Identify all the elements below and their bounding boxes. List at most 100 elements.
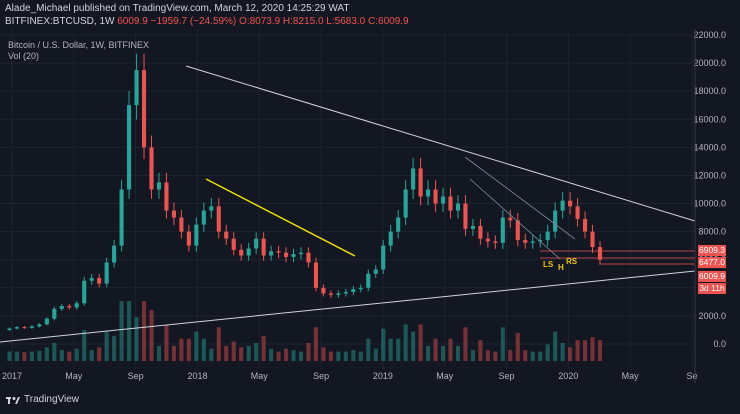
volume-bar — [328, 351, 333, 361]
candle — [560, 200, 565, 211]
volume-bar — [254, 343, 259, 361]
volume-bar — [545, 344, 550, 361]
volume-bar — [224, 345, 229, 361]
x-tick-label: 2017 — [2, 371, 22, 381]
candle — [321, 287, 326, 294]
candle — [59, 306, 64, 309]
y-tick-label: 2000.0 — [698, 311, 726, 321]
candle — [597, 247, 603, 260]
volume-bar — [515, 333, 520, 361]
price-tag-current: 6009.9 — [698, 271, 726, 282]
lower-trendline — [0, 270, 696, 343]
volume-bar — [134, 317, 139, 361]
candle — [186, 231, 191, 246]
candle — [553, 210, 558, 232]
candle — [194, 224, 199, 246]
volume-bar — [448, 338, 453, 361]
candle — [411, 168, 416, 190]
legend-title: Bitcoin / U.S. Dollar, 1W, BITFINEX — [8, 40, 150, 50]
channel-lower — [469, 178, 561, 260]
annotation-ls: LS — [543, 260, 554, 269]
candle — [418, 168, 423, 197]
volume-bar — [343, 351, 348, 361]
volume-bar — [493, 351, 498, 361]
x-tick-label: 2019 — [373, 371, 393, 381]
volume-bar — [298, 351, 304, 361]
volume-bar — [440, 345, 446, 361]
candle — [478, 226, 483, 239]
candle — [366, 273, 371, 288]
volume-bar — [269, 348, 274, 361]
candle — [515, 220, 520, 241]
candle — [500, 217, 505, 243]
candle — [269, 251, 274, 256]
candle — [455, 203, 461, 211]
volume-bar — [538, 351, 543, 361]
volume-bar — [313, 327, 319, 361]
volume-bar — [67, 351, 72, 361]
candle — [388, 231, 393, 246]
volume-bar — [500, 327, 505, 361]
tradingview-brand[interactable]: TradingView — [24, 394, 80, 405]
y-tick-label: 16000.0 — [693, 114, 726, 124]
y-tick-label: 10000.0 — [693, 199, 726, 209]
last-price: 6009.9 — [117, 16, 148, 27]
y-tick-label: 20000.0 — [693, 58, 726, 68]
volume-bar — [37, 350, 42, 361]
y-tick-label: 22000.0 — [693, 30, 726, 40]
candle — [582, 218, 588, 232]
y-tick-label: 8000.0 — [698, 227, 726, 237]
x-tick-label: 2020 — [558, 371, 578, 381]
volume-bar — [433, 338, 438, 361]
candle — [246, 248, 251, 256]
volume-bar — [14, 351, 20, 361]
legend-volume: Vol (20) — [8, 51, 40, 61]
candle — [485, 238, 490, 242]
volume-bar — [590, 337, 595, 361]
volume-bar — [22, 352, 27, 361]
annotation-rs: RS — [566, 257, 578, 266]
candle — [74, 303, 79, 308]
channel-upper — [464, 156, 576, 240]
volume-bar — [276, 351, 281, 361]
candle — [493, 241, 498, 243]
volume-bar — [396, 338, 401, 361]
x-tick-label: Se — [686, 371, 697, 381]
volume-bar — [351, 350, 356, 361]
candle — [291, 254, 296, 257]
volume-bar — [112, 335, 117, 361]
candle — [216, 206, 221, 232]
candle — [209, 206, 214, 211]
candle — [396, 217, 401, 232]
volume-bar — [478, 340, 483, 361]
candle — [201, 210, 206, 225]
volume-bar — [59, 350, 64, 361]
candle — [313, 262, 319, 288]
candle — [22, 327, 27, 329]
x-tick-label: May — [622, 371, 640, 381]
volume-bar — [336, 351, 341, 361]
annotation-h: H — [558, 263, 564, 272]
volume-bar — [216, 327, 221, 361]
tradingview-logo-icon — [6, 397, 20, 404]
candle — [37, 324, 42, 327]
chart-canvas[interactable]: LS H RS 22000.0 20000.0 18000.0 16000.0 1400… — [0, 29, 740, 383]
volume-bar — [403, 324, 408, 361]
countdown-tag: 3d 11h — [698, 283, 726, 294]
ohlc: O:8073.9 H:8215.0 L:5683.0 C:6009.9 — [239, 16, 409, 27]
candle — [179, 217, 184, 232]
candle — [44, 318, 49, 325]
candle — [538, 240, 543, 242]
publisher-line: Alade_Michael published on TradingView.c… — [5, 3, 350, 14]
footer: TradingView — [0, 383, 740, 414]
candle — [134, 70, 139, 106]
volume-bar — [261, 335, 266, 361]
volume-bar — [283, 348, 289, 361]
volume-bar — [381, 328, 386, 361]
candle — [29, 326, 34, 328]
candle — [298, 252, 304, 255]
price-chart[interactable]: LS H RS 22000.0 20000.0 18000.0 16000.0 1400… — [0, 29, 740, 383]
x-tick-label: May — [65, 371, 83, 381]
volume-bar — [82, 330, 87, 361]
candle — [463, 203, 468, 229]
